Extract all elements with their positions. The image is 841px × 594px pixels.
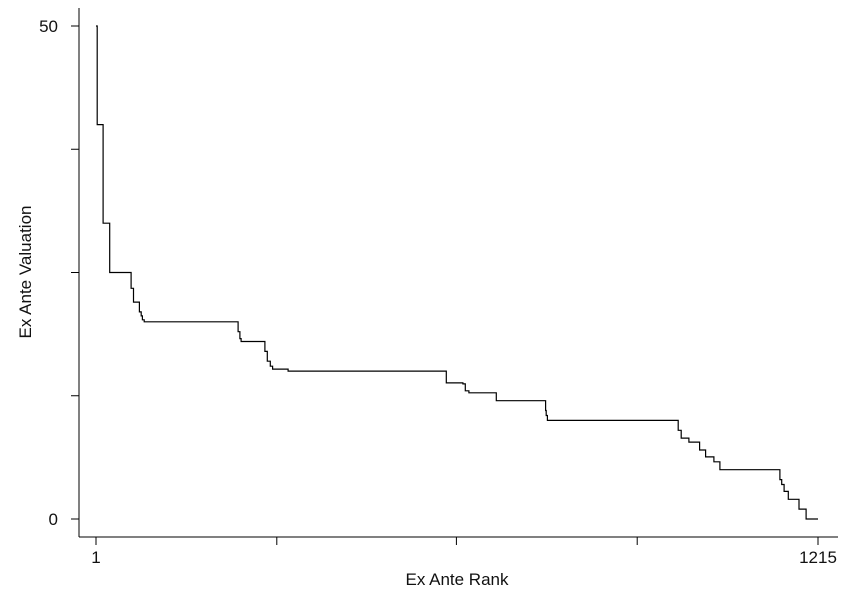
y-tick-label-bottom: 0 bbox=[49, 510, 58, 529]
x-axis-title: Ex Ante Rank bbox=[405, 570, 509, 589]
series-step-line bbox=[96, 25, 818, 520]
y-tick-label-top: 50 bbox=[39, 17, 58, 36]
x-tick-label-left: 1 bbox=[91, 548, 100, 567]
x-ticks bbox=[95, 537, 819, 545]
y-ticks bbox=[71, 25, 79, 520]
y-axis-title: Ex Ante Valuation bbox=[16, 206, 35, 339]
x-tick-label-right: 1215 bbox=[799, 548, 837, 567]
